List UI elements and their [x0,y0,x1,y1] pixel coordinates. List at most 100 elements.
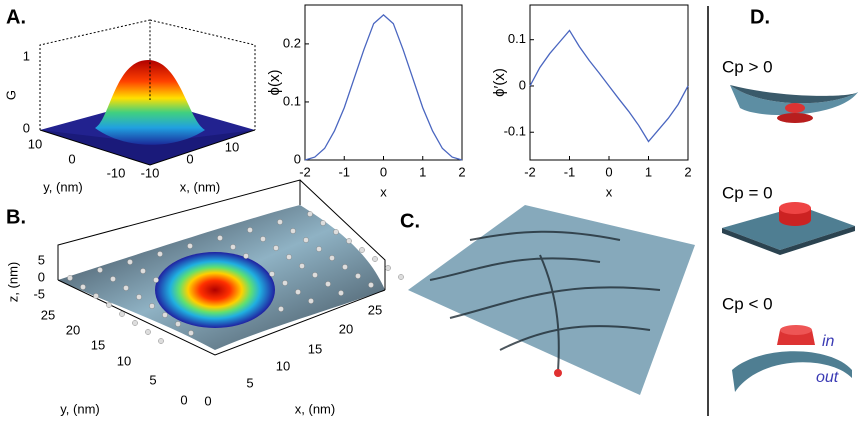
x-axis-label: x [606,184,613,199]
tick-label: 1 [23,48,30,63]
atom [269,271,275,277]
x-tick-label: 1 [645,164,652,179]
atom [175,321,181,327]
surface-b [57,179,386,356]
atom [277,219,283,225]
tick-label: 5 [38,252,45,267]
tick-label: -10 [107,165,126,180]
surface-a [39,19,256,166]
atom [338,290,344,296]
tick-label: 20 [66,322,80,337]
atom [136,294,142,300]
atom [153,277,159,283]
atom [303,237,309,243]
tick-label: 25 [41,307,55,322]
tick-label: 0 [23,120,30,135]
atom [329,255,335,261]
atom [286,254,292,260]
atom [80,284,86,290]
atom [230,244,236,250]
tick-label: 5 [246,375,253,390]
x-axis-label: x [380,184,387,199]
tick-label: 10 [117,353,131,368]
curve [529,29,689,143]
atom [188,330,194,336]
tick-label: 0 [38,269,45,284]
axis-label: x, (nm) [180,179,220,194]
x-tick-label: -2 [299,164,311,179]
tick-label: 15 [91,337,105,352]
axes-box [304,4,463,161]
atom [93,293,99,299]
atom [295,289,301,295]
tick-label: 0 [204,393,211,408]
case-label: Cp = 0 [722,183,773,202]
atom [106,302,112,308]
atom [247,227,253,233]
y-tick-label: 0.1 [508,31,526,46]
atom [123,285,129,291]
atom [149,303,155,309]
axis-label: y, (nm) [60,401,99,416]
axis-label: x, (nm) [295,401,335,416]
tick-label: 0 [180,392,187,407]
y-tick-label: 0 [294,151,301,166]
x-tick-label: 2 [684,164,691,179]
atom [217,235,223,241]
atom [243,253,249,259]
tick-label: 0 [68,151,75,166]
x-tick-label: -1 [338,164,350,179]
atom [158,338,164,344]
x-tick-label: 2 [458,164,465,179]
y-tick-label: -0.1 [504,124,526,139]
panel-label: C. [400,210,420,232]
panel-label: A. [6,6,26,28]
y-tick-label: 0.2 [283,35,301,50]
atom [359,247,365,253]
axis-label: z, (nm) [5,262,20,302]
tick-label: 10 [28,136,42,151]
x-tick-label: -1 [564,164,576,179]
atom [368,282,374,288]
atom [299,263,305,269]
case-label: Cp > 0 [722,57,773,76]
atom [67,275,73,281]
atom [145,329,151,335]
atom [97,267,103,273]
membrane-shapes [722,85,858,392]
atom [342,264,348,270]
atom [157,251,163,257]
tick-label: -10 [141,165,160,180]
x-tick-label: 0 [605,164,612,179]
tick-label: 15 [308,341,322,356]
y-tick-label: 0.1 [283,93,301,108]
atom [346,238,352,244]
y-axis-label: ϕ(x) [266,70,283,96]
atom [333,229,339,235]
atom [312,272,318,278]
tick-label: 20 [339,321,353,336]
side-label: in [822,333,835,350]
atom [187,243,193,249]
tick-label: 5 [149,372,156,387]
atom [355,273,361,279]
axis-label: y, (nm) [43,179,82,194]
side-label: out [816,369,839,386]
atom [290,228,296,234]
atom [282,280,288,286]
atom [110,276,116,282]
axes-box [529,4,689,161]
atom [320,220,326,226]
tick-label: 0 [186,151,193,166]
atom [119,311,125,317]
atom [162,312,168,318]
tick-label: 10 [276,358,290,373]
axis-label: G [3,90,18,100]
atom [260,236,266,242]
atom [316,246,322,252]
panel-label: B. [6,206,26,228]
atom [278,306,284,312]
panel-label: D. [750,6,770,28]
y-tick-label: 0 [519,77,526,92]
